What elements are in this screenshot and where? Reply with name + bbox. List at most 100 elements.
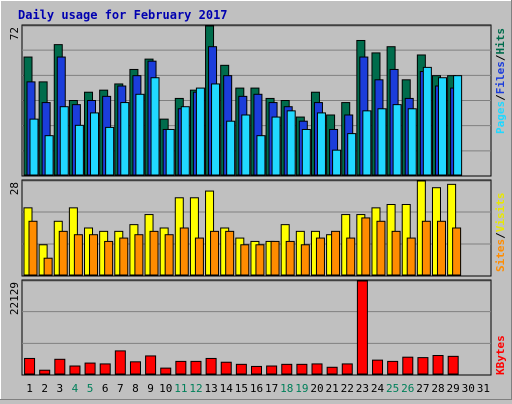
bar-pages-day-18 — [286, 110, 296, 176]
bar-pages-day-26 — [407, 108, 417, 176]
bar-sites-day-17 — [270, 240, 280, 276]
bar-pages-day-22 — [347, 133, 357, 176]
bar-pages-day-15 — [241, 114, 251, 176]
bar-kbytes-day-27 — [417, 357, 429, 375]
bar-sites-day-9 — [149, 230, 159, 276]
bar-sites-day-23 — [361, 217, 371, 276]
bar-kbytes-day-13 — [205, 357, 217, 375]
bar-kbytes-day-19 — [296, 363, 308, 375]
bar-kbytes-day-22 — [341, 363, 353, 375]
bar-kbytes-day-21 — [326, 366, 338, 375]
bar-sites-day-8 — [134, 234, 144, 276]
day-label-5: 5 — [87, 382, 94, 395]
chart-panels: 72 28 22129 — [8, 24, 492, 376]
bar-pages-day-16 — [256, 135, 266, 176]
bar-pages-day-9 — [150, 77, 160, 176]
day-label-3: 3 — [57, 382, 64, 395]
bar-sites-day-28 — [436, 220, 446, 276]
bar-kbytes-day-8 — [129, 361, 141, 375]
bar-kbytes-day-2 — [39, 369, 51, 375]
bar-sites-day-19 — [300, 244, 310, 276]
bar-pages-day-23 — [362, 110, 372, 176]
panel-max-label: 22129 — [8, 282, 21, 315]
day-label-4: 4 — [72, 382, 79, 395]
bar-kbytes-day-12 — [190, 360, 202, 375]
bar-kbytes-day-1 — [24, 357, 36, 375]
bar-sites-day-7 — [119, 237, 129, 276]
day-label-30: 30 — [462, 382, 475, 395]
day-label-2: 2 — [41, 382, 48, 395]
bar-sites-day-11 — [179, 227, 189, 276]
day-label-27: 27 — [416, 382, 429, 395]
bar-sites-day-2 — [43, 257, 53, 276]
bar-sites-day-16 — [255, 244, 265, 276]
bar-pages-day-11 — [180, 106, 190, 176]
bar-sites-day-6 — [104, 240, 114, 276]
day-label-21: 21 — [326, 382, 339, 395]
bar-kbytes-day-14 — [220, 361, 232, 375]
panel-max-label: 28 — [8, 182, 21, 195]
legend-labels: Pages/Files/Hits Sites/Visits KBytes — [494, 28, 507, 375]
bar-sites-day-22 — [346, 237, 356, 276]
bar-sites-day-20 — [315, 237, 325, 276]
bar-kbytes-day-29 — [447, 355, 459, 375]
panel-kbytes: 22129 — [8, 279, 492, 376]
bar-sites-day-26 — [406, 237, 416, 276]
bar-kbytes-day-17 — [266, 365, 278, 375]
bar-kbytes-day-20 — [311, 363, 323, 375]
day-label-12: 12 — [189, 382, 202, 395]
bar-pages-day-21 — [332, 149, 342, 176]
bar-kbytes-day-3 — [54, 358, 66, 375]
bar-kbytes-day-4 — [69, 365, 81, 375]
day-label-16: 16 — [250, 382, 263, 395]
bar-pages-day-5 — [90, 112, 100, 176]
bar-pages-day-24 — [377, 108, 387, 176]
bar-kbytes-day-9 — [145, 355, 157, 375]
bar-kbytes-day-5 — [84, 362, 96, 375]
legend-hits-files-pages: Pages/Files/Hits — [494, 28, 507, 134]
bar-pages-day-20 — [316, 112, 326, 176]
bar-pages-day-28 — [437, 77, 447, 176]
bar-kbytes-day-18 — [281, 363, 293, 375]
day-label-14: 14 — [220, 382, 234, 395]
bar-pages-day-6 — [105, 126, 115, 176]
day-label-15: 15 — [235, 382, 248, 395]
day-label-29: 29 — [447, 382, 460, 395]
legend-files: Files — [494, 61, 507, 94]
day-label-31: 31 — [477, 382, 490, 395]
bars-kbytes — [24, 280, 459, 375]
panel-sites-visits: 28 — [8, 179, 492, 277]
legend-hits-files-pages-text: Pages/Files/Hits — [494, 28, 507, 134]
bar-pages-day-7 — [120, 102, 130, 176]
chart-title: Daily usage for February 2017 — [18, 8, 228, 22]
bar-sites-day-24 — [376, 220, 386, 276]
bar-sites-day-21 — [331, 230, 341, 276]
bar-kbytes-day-11 — [175, 360, 187, 375]
bar-pages-day-2 — [44, 135, 54, 176]
bar-pages-day-17 — [271, 116, 281, 176]
legend-separator: / — [494, 232, 507, 239]
bar-sites-day-4 — [73, 234, 83, 276]
day-label-24: 24 — [371, 382, 385, 395]
bar-sites-day-13 — [210, 230, 220, 276]
bar-sites-day-29 — [452, 227, 462, 276]
bar-pages-day-27 — [422, 66, 432, 176]
bar-kbytes-day-6 — [99, 363, 111, 375]
day-label-23: 23 — [356, 382, 369, 395]
bar-pages-day-12 — [195, 87, 205, 176]
bar-kbytes-day-24 — [372, 359, 384, 375]
legend-visits: Visits — [494, 193, 507, 233]
legend-pages: Pages — [494, 101, 507, 134]
day-label-20: 20 — [310, 382, 323, 395]
bar-sites-day-5 — [89, 234, 99, 276]
day-label-7: 7 — [117, 382, 124, 395]
day-label-1: 1 — [26, 382, 33, 395]
bar-sites-day-27 — [421, 220, 431, 276]
day-label-8: 8 — [132, 382, 139, 395]
legend-kbytes: KBytes — [494, 335, 507, 375]
bar-sites-day-10 — [164, 234, 174, 276]
day-label-10: 10 — [159, 382, 172, 395]
day-label-6: 6 — [102, 382, 109, 395]
legend-sites: Sites — [494, 239, 507, 272]
day-label-18: 18 — [280, 382, 293, 395]
